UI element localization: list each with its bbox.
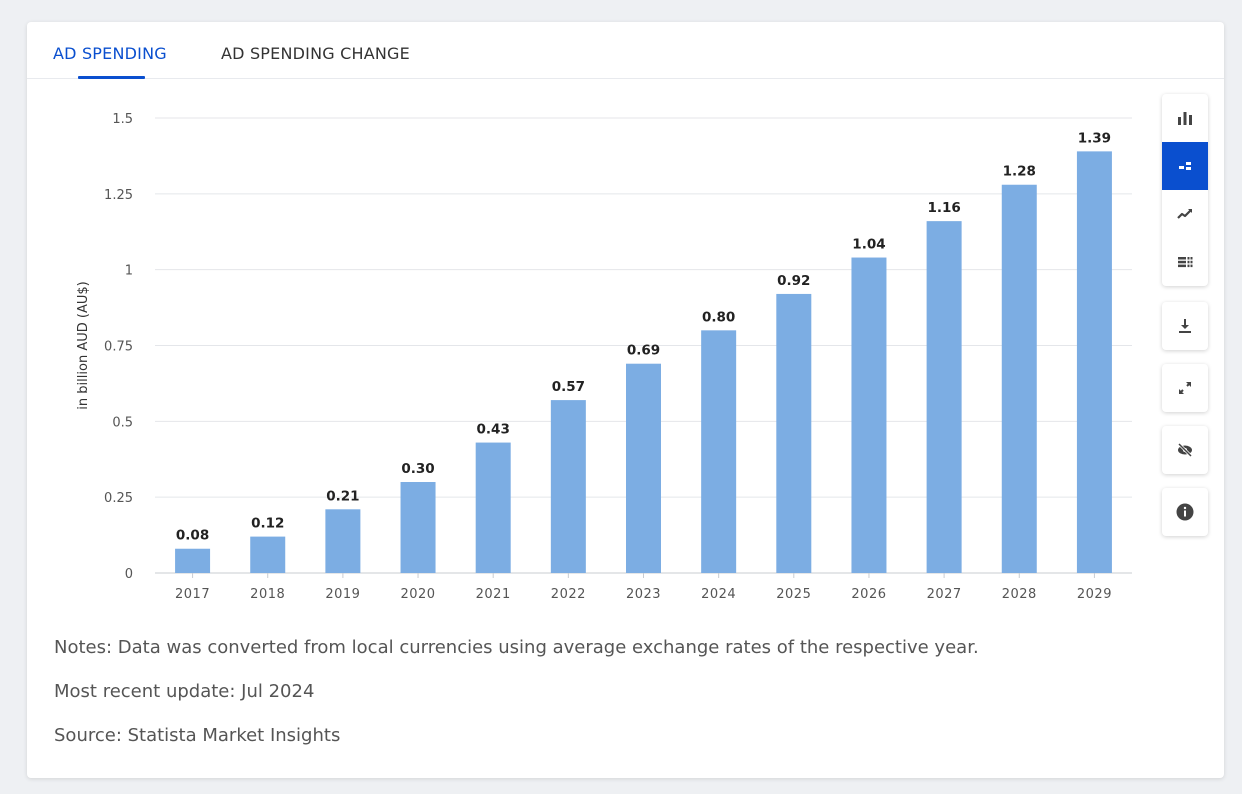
data-label: 0.21 xyxy=(326,488,359,504)
data-label: 0.57 xyxy=(552,379,585,395)
bar xyxy=(550,400,586,573)
y-tick-label: 0.5 xyxy=(112,415,133,430)
bar xyxy=(1001,184,1037,573)
data-label: 1.16 xyxy=(927,200,960,216)
download-icon xyxy=(1179,319,1191,333)
bar xyxy=(851,257,887,573)
chart-type-group xyxy=(1162,94,1208,286)
x-tick-label: 2018 xyxy=(250,587,285,602)
table-icon xyxy=(1178,257,1193,268)
expand-button[interactable] xyxy=(1162,364,1208,412)
bar xyxy=(475,442,511,573)
tab-bar: AD SPENDING AD SPENDING CHANGE xyxy=(27,22,1224,79)
data-label: 0.30 xyxy=(401,461,434,477)
hide-group xyxy=(1162,426,1208,474)
y-tick-label: 1.5 xyxy=(112,112,133,127)
bar xyxy=(400,482,436,573)
y-tick-label: 1 xyxy=(125,264,133,279)
table-button[interactable] xyxy=(1162,238,1208,286)
tab-ad-spending[interactable]: AD SPENDING xyxy=(53,44,167,63)
x-tick-label: 2026 xyxy=(851,587,886,602)
bar-chart-button[interactable] xyxy=(1162,94,1208,142)
chart-card: AD SPENDING AD SPENDING CHANGE 0 0.25 0.5 0… xyxy=(27,22,1224,778)
bar xyxy=(776,293,812,573)
x-tick-label: 2021 xyxy=(476,587,511,602)
source-text: Source: Statista Market Insights xyxy=(54,725,341,746)
bar xyxy=(325,509,361,573)
data-label: 0.12 xyxy=(251,516,284,532)
info-icon xyxy=(1176,503,1194,521)
data-label: 0.80 xyxy=(702,309,735,325)
x-tick-label: 2027 xyxy=(927,587,962,602)
data-label: 0.43 xyxy=(477,422,510,438)
data-label: 1.28 xyxy=(1003,164,1036,180)
x-tick-label: 2017 xyxy=(175,587,210,602)
expand-group xyxy=(1162,364,1208,412)
info-button[interactable] xyxy=(1162,488,1208,536)
bar xyxy=(1076,151,1112,573)
x-tick-label: 2020 xyxy=(400,587,435,602)
hide-icon xyxy=(1177,442,1193,458)
y-tick-label: 0 xyxy=(125,567,133,582)
active-tab-indicator xyxy=(78,76,145,79)
last-update: Most recent update: Jul 2024 xyxy=(54,681,315,702)
data-label: 0.69 xyxy=(627,343,660,359)
x-tick-label: 2025 xyxy=(776,587,811,602)
line-chart-icon xyxy=(1177,209,1192,219)
data-label: 1.04 xyxy=(852,237,885,253)
x-tick-label: 2028 xyxy=(1002,587,1037,602)
tab-ad-spending-change[interactable]: AD SPENDING CHANGE xyxy=(221,44,410,63)
download-button[interactable] xyxy=(1162,302,1208,350)
bar xyxy=(626,363,661,573)
hide-button[interactable] xyxy=(1162,426,1208,474)
download-group xyxy=(1162,302,1208,350)
stacked-bar-button[interactable] xyxy=(1162,142,1208,190)
y-tick-label: 1.25 xyxy=(104,188,133,203)
y-tick-label: 0.75 xyxy=(104,340,133,355)
data-label: 0.08 xyxy=(176,528,209,544)
expand-icon xyxy=(1179,382,1191,394)
bar xyxy=(175,548,211,573)
y-tick-label: 0.25 xyxy=(104,491,133,506)
stacked-bar-icon xyxy=(1179,162,1191,170)
bar xyxy=(701,330,737,573)
x-tick-label: 2023 xyxy=(626,587,661,602)
data-label: 1.39 xyxy=(1078,130,1111,146)
x-tick-label: 2024 xyxy=(701,587,736,602)
bar-chart: 0 0.25 0.5 0.75 1 1.25 1.5 in billion AUD (AU$)… xyxy=(76,112,1132,602)
line-chart-button[interactable] xyxy=(1162,190,1208,238)
bar xyxy=(926,221,962,573)
x-tick-label: 2022 xyxy=(551,587,586,602)
x-tick-label: 2019 xyxy=(325,587,360,602)
data-label: 0.92 xyxy=(777,273,810,289)
chart-notes: Notes: Data was converted from local cur… xyxy=(54,637,979,658)
y-axis-title: in billion AUD (AU$) xyxy=(76,281,91,409)
x-tick-label: 2029 xyxy=(1077,587,1112,602)
bar xyxy=(250,536,286,573)
bar-chart-icon xyxy=(1178,112,1192,125)
info-group xyxy=(1162,488,1208,536)
